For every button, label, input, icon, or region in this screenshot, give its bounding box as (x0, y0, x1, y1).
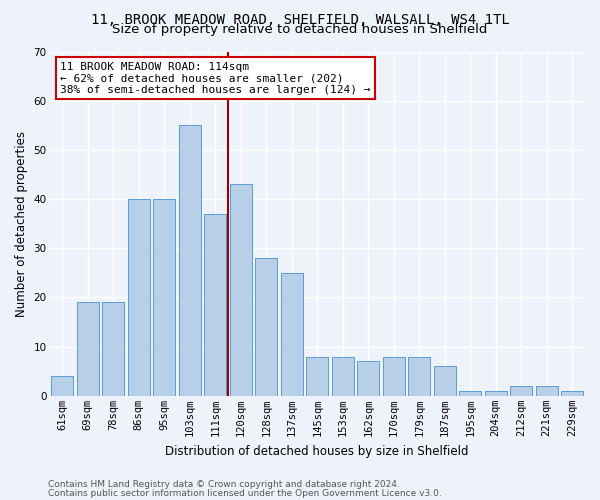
Text: 11 BROOK MEADOW ROAD: 114sqm
← 62% of detached houses are smaller (202)
38% of s: 11 BROOK MEADOW ROAD: 114sqm ← 62% of de… (60, 62, 371, 95)
Bar (434, 366, 455, 396)
Text: Size of property relative to detached houses in Shelfield: Size of property relative to detached ho… (112, 22, 488, 36)
Bar (103, 302, 124, 396)
Bar (358, 362, 379, 396)
X-axis label: Distribution of detached houses by size in Shelfield: Distribution of detached houses by size … (166, 444, 469, 458)
Bar (281, 273, 302, 396)
Bar (536, 386, 557, 396)
Bar (154, 199, 175, 396)
Bar (485, 391, 506, 396)
Y-axis label: Number of detached properties: Number of detached properties (15, 130, 28, 316)
Bar (256, 258, 277, 396)
Bar (179, 126, 200, 396)
Bar (460, 391, 481, 396)
Bar (307, 356, 328, 396)
Text: Contains HM Land Registry data © Crown copyright and database right 2024.: Contains HM Land Registry data © Crown c… (48, 480, 400, 489)
Bar (562, 391, 583, 396)
Bar (205, 214, 226, 396)
Bar (230, 184, 251, 396)
Bar (77, 302, 98, 396)
Bar (128, 199, 149, 396)
Bar (52, 376, 73, 396)
Bar (332, 356, 353, 396)
Text: 11, BROOK MEADOW ROAD, SHELFIELD, WALSALL, WS4 1TL: 11, BROOK MEADOW ROAD, SHELFIELD, WALSAL… (91, 12, 509, 26)
Text: Contains public sector information licensed under the Open Government Licence v3: Contains public sector information licen… (48, 488, 442, 498)
Bar (409, 356, 430, 396)
Bar (511, 386, 532, 396)
Bar (383, 356, 404, 396)
